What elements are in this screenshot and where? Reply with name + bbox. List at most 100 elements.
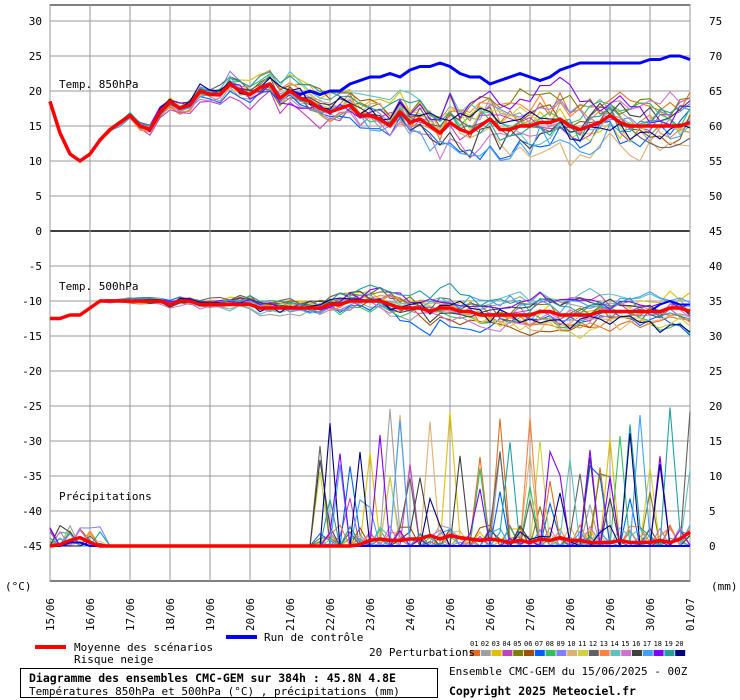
legend-perturbation-swatch — [491, 650, 502, 656]
y-tick-label-right: 5 — [709, 505, 716, 518]
x-tick-label: 16/06 — [84, 598, 97, 631]
legend-perturbation-label: 07 — [535, 640, 543, 648]
x-tick-label: 25/06 — [444, 598, 457, 631]
perturbation-14-t500 — [49, 287, 691, 320]
legend-perturbation-label: 20 — [675, 640, 683, 648]
y-tick-label-right: 20 — [709, 400, 722, 413]
x-tick-label: 19/06 — [204, 598, 217, 631]
y-axis-right-unit: (mm) — [711, 580, 738, 593]
y-tick-label-left: 20 — [29, 85, 42, 98]
y-tick-label-left: -15 — [22, 330, 42, 343]
legend-perturbation-label: 18 — [654, 640, 662, 648]
y-tick-label-left: 15 — [29, 120, 42, 133]
mean-precip-line — [49, 530, 692, 548]
legend-perturbation-label: 16 — [632, 640, 640, 648]
chart-title-box: Diagramme des ensembles CMC-GEM sur 384h… — [20, 668, 438, 698]
legend-perturbation-swatch — [675, 650, 686, 656]
legend-perturbation-swatch — [599, 650, 610, 656]
legend-perturbation-swatch — [534, 650, 545, 656]
mean-t500-line — [50, 299, 691, 321]
legend-perturbation-label: 06 — [524, 640, 532, 648]
y-tick-label-right: 55 — [709, 155, 722, 168]
legend-snow-label: Risque neige — [74, 653, 154, 666]
legend-perturbation-label: 13 — [600, 640, 608, 648]
y-tick-label-right: 45 — [709, 225, 722, 238]
y-tick-label-right: 35 — [709, 295, 722, 308]
y-tick-label-left: -20 — [22, 365, 42, 378]
x-tick-label: 22/06 — [324, 598, 337, 631]
legend-perturbation-label: 17 — [643, 640, 651, 648]
legend-perturbations: 01 02 03 04 05 06 07 08 09 10 11 12 13 14 15 16 17 18 19 20 — [470, 640, 686, 656]
y-tick-label-left: 30 — [29, 15, 42, 28]
y-tick-label-left: 5 — [35, 190, 42, 203]
legend-perturbation-label: 05 — [513, 640, 521, 648]
y-tick-label-right: 75 — [709, 15, 722, 28]
legend-perturbation-label: 02 — [481, 640, 489, 648]
legend-perturbation-swatch — [588, 650, 599, 656]
legend-perturbation-swatch — [470, 650, 480, 656]
y-tick-label-left: -40 — [22, 505, 42, 518]
legend-perturbation-swatch — [621, 650, 632, 656]
legend-perturbation-swatch — [653, 650, 664, 656]
chart-title: Diagramme des ensembles CMC-GEM sur 384h… — [29, 671, 396, 685]
y-tick-label-right: 30 — [709, 330, 722, 343]
panel-label: Précipitations — [59, 490, 152, 503]
y-tick-label-right: 0 — [709, 540, 716, 553]
x-tick-label: 29/06 — [604, 598, 617, 631]
x-tick-label: 17/06 — [124, 598, 137, 631]
y-tick-label-right: 70 — [709, 50, 722, 63]
y-tick-label-right: 10 — [709, 470, 722, 483]
x-tick-label: 28/06 — [564, 598, 577, 631]
y-tick-label-left: -30 — [22, 435, 42, 448]
legend-perturbation-label: 14 — [610, 640, 618, 648]
x-axis: 15/06 16/06 17/06 18/06 19/06 20/06 21/06 22/06… — [44, 598, 697, 631]
legend-perturbation-label: 12 — [589, 640, 597, 648]
legend-perturbation-swatch — [632, 650, 642, 656]
y-tick-label-left: -35 — [22, 470, 42, 483]
legend-perturbation-swatch — [524, 650, 534, 656]
legend-perturbation-swatch — [567, 650, 578, 656]
y-tick-label-left: -10 — [22, 295, 42, 308]
legend-perturbation-swatch — [642, 650, 653, 656]
legend-perturbation-label: 15 — [621, 640, 629, 648]
y-tick-label-left: 0 — [35, 225, 42, 238]
legend-perturbation-label: 04 — [502, 640, 510, 648]
y-axis-left: 30 25 20 15 10 5 0 -5 -10 -15 -20 -25 -30 -35 -40 -45 (°… — [5, 15, 42, 593]
y-tick-label-left: -5 — [29, 260, 42, 273]
chart-subtitle: Températures 850hPa et 500hPa (°C) , pré… — [29, 685, 400, 698]
legend-perturbation-label: 01 — [470, 640, 478, 648]
perturbation-18-t850 — [49, 76, 691, 161]
mean-series — [48, 82, 692, 548]
legend-perturbation-swatch — [664, 650, 675, 656]
y-tick-label-left: 25 — [29, 50, 42, 63]
legend-perturbation-label: 08 — [546, 640, 554, 648]
x-tick-label: 01/07 — [684, 598, 697, 631]
ensemble-info: Ensemble CMC-GEM du 15/06/2025 - 00Z — [449, 665, 688, 678]
legend-perturbations-label: 20 Perturbations — [369, 646, 475, 659]
legend-perturbation-swatch — [502, 650, 513, 656]
y-tick-label-left: -45 — [22, 540, 42, 553]
legend-perturbation-swatch — [556, 650, 567, 656]
legend-perturbation-label: 09 — [556, 640, 564, 648]
panel-label: Temp. 500hPa — [59, 280, 138, 293]
y-tick-label-right: 65 — [709, 85, 722, 98]
x-tick-label: 15/06 — [44, 598, 57, 631]
x-tick-label: 27/06 — [524, 598, 537, 631]
copyright: Copyright 2025 Meteociel.fr — [449, 684, 636, 698]
x-tick-label: 18/06 — [164, 598, 177, 631]
legend-perturbation-label: 10 — [567, 640, 575, 648]
y-tick-label-right: 60 — [709, 120, 722, 133]
legend-perturbation-swatch — [513, 650, 524, 656]
x-tick-label: 30/06 — [644, 598, 657, 631]
legend-perturbation-swatch — [610, 650, 621, 656]
x-tick-label: 20/06 — [244, 598, 257, 631]
legend-perturbation-swatch — [480, 650, 491, 656]
y-tick-label-left: 10 — [29, 155, 42, 168]
legend-mean-label: Moyenne des scénarios — [74, 641, 214, 654]
y-tick-label-left: -25 — [22, 400, 42, 413]
y-tick-label-right: 25 — [709, 365, 722, 378]
x-tick-label: 26/06 — [484, 598, 497, 631]
y-tick-label-right: 50 — [709, 190, 722, 203]
